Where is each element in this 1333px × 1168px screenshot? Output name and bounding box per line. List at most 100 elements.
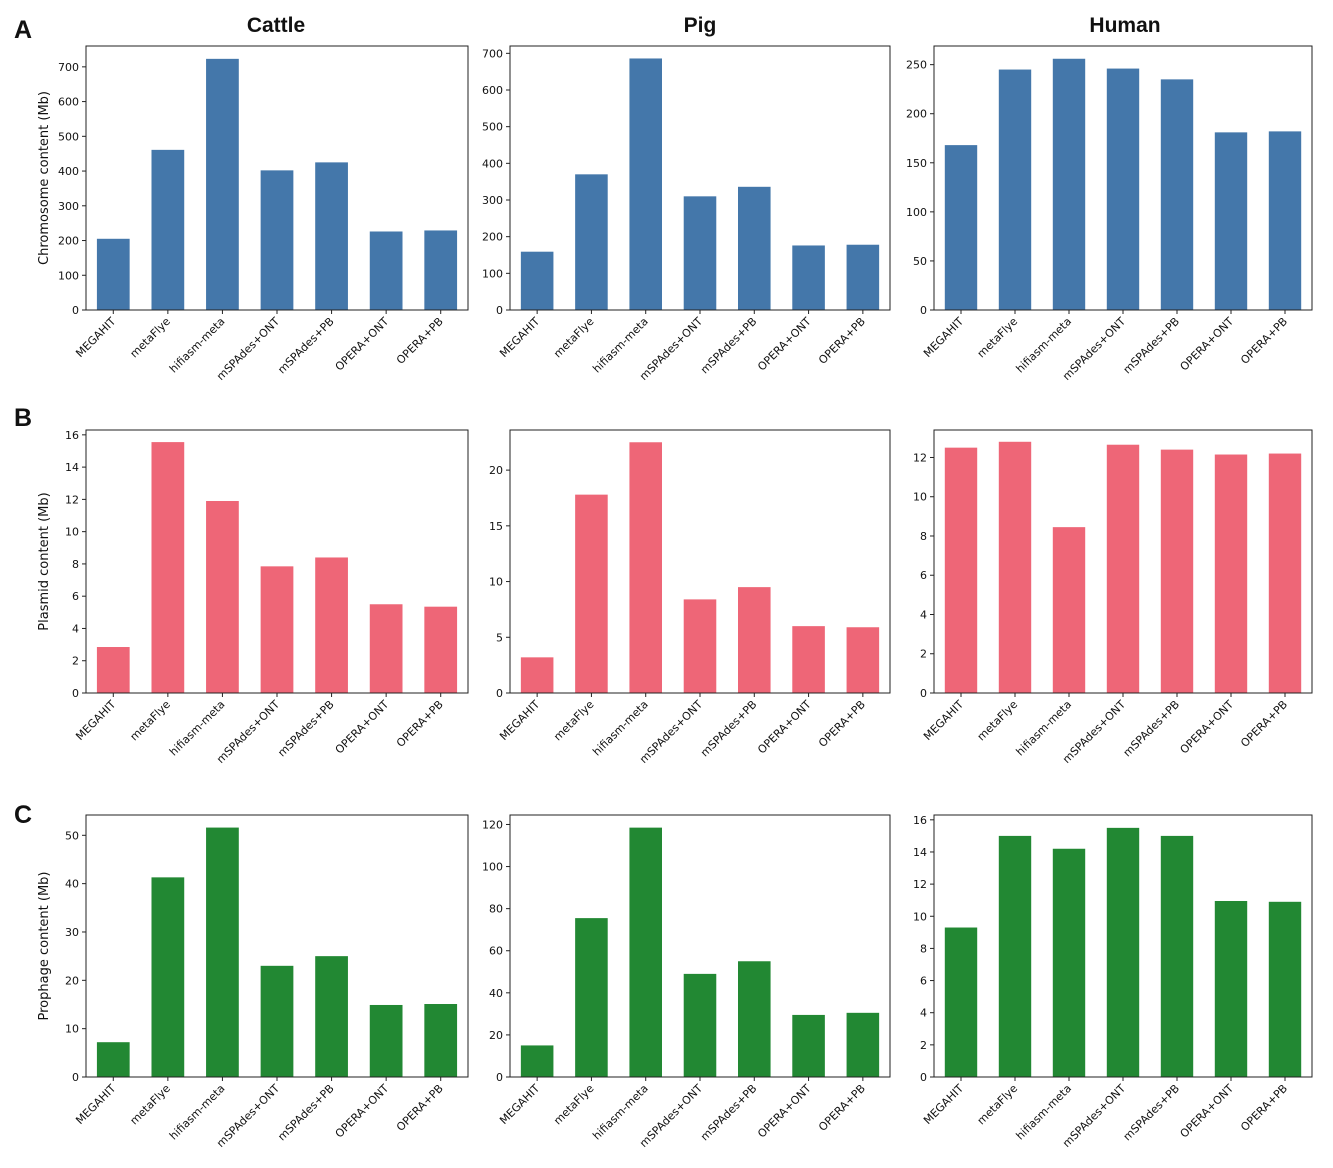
x-tick-label: MEGAHIT (497, 315, 542, 360)
bar-metaflye (151, 149, 185, 310)
bar-hifiasm-meta (1052, 58, 1086, 311)
y-tick-label: 0 (920, 304, 927, 317)
x-tick-label: mSPAdes+PB (275, 315, 336, 376)
x-tick-label: hifiasm-meta (167, 698, 228, 759)
y-tick-label: 6 (920, 569, 927, 582)
x-tick-label: mSPAdes+PB (698, 698, 759, 759)
x-tick-label: metaFlye (975, 1082, 1021, 1128)
y-tick-label: 15 (489, 520, 503, 533)
x-tick-label: mSPAdes+PB (1121, 698, 1182, 759)
bar-metaflye (998, 69, 1032, 310)
y-tick-label: 2 (920, 1039, 927, 1052)
chart-panel-a-human: 0 50 100 150 200 250 MEGAHIT metaFlyehifiasm-me… (906, 45, 1313, 383)
y-tick-label: 200 (906, 108, 927, 121)
y-tick-label: 200 (482, 231, 503, 244)
row-label-a: A (14, 16, 32, 44)
y-tick-label: 120 (482, 818, 503, 831)
bar-opera-pb (1268, 453, 1302, 693)
x-tick-label: MEGAHIT (921, 315, 966, 360)
y-tick-label: 600 (482, 84, 503, 97)
x-tick-label: metaFlye (975, 315, 1021, 361)
bar-metaflye (998, 835, 1032, 1077)
bar-opera-ont (792, 245, 825, 310)
bar-mspades-ont (260, 965, 294, 1077)
x-tick-label: OPERA+PB (816, 315, 868, 367)
x-tick-label: metaFlye (128, 698, 174, 744)
y-tick-label: 30 (65, 926, 79, 939)
y-tick-label: 16 (913, 814, 927, 827)
x-tick-label: mSPAdes+PB (1121, 1082, 1182, 1143)
x-tick-label: hifiasm-meta (590, 315, 651, 376)
y-tick-label: 50 (65, 829, 79, 842)
x-tick-label: OPERA+PB (816, 698, 868, 750)
bar-opera-pb (1268, 131, 1302, 310)
y-tick-label: 100 (58, 269, 79, 282)
chart-panel-b-cattle: 0 2 4 6 8 10 12 14 16 MEGAHIT metaFlyehifiasm-meta… (37, 429, 469, 766)
bar-metaflye (998, 441, 1032, 693)
y-tick-label: 0 (496, 304, 503, 317)
bar-mspades-pb (738, 961, 771, 1077)
x-tick-label: MEGAHIT (921, 698, 966, 743)
y-tick-label: 10 (65, 1023, 79, 1036)
y-axis-label: Chromosome content (Mb) (37, 91, 52, 265)
bar-mspades-ont (1106, 444, 1140, 693)
bar-metaflye (575, 918, 608, 1077)
bar-metaflye (151, 442, 185, 693)
y-tick-label: 16 (65, 429, 79, 442)
x-tick-label: hifiasm-meta (167, 1082, 228, 1143)
x-tick-label: mSPAdes+PB (275, 698, 336, 759)
chart-panel-a-cattle: 0 100 200 300 400 500 600 700 MEGAHIT metaFlyehif… (37, 45, 469, 383)
x-tick-label: hifiasm-meta (1014, 698, 1075, 759)
x-tick-label: OPERA+ONT (333, 698, 392, 757)
x-tick-label: hifiasm-meta (590, 1082, 651, 1143)
x-tick-label: hifiasm-meta (1014, 315, 1075, 376)
y-tick-label: 20 (489, 464, 503, 477)
y-tick-label: 250 (906, 59, 927, 72)
y-tick-label: 8 (920, 942, 927, 955)
bar-megahit (520, 657, 554, 693)
x-tick-label: metaFlye (128, 315, 174, 361)
y-tick-label: 14 (913, 846, 927, 859)
bar-hifiasm-meta (206, 58, 239, 310)
y-tick-label: 0 (72, 687, 79, 700)
x-tick-label: OPERA+ONT (755, 1082, 814, 1141)
y-tick-label: 500 (58, 130, 79, 143)
x-tick-label: OPERA+ONT (1178, 315, 1237, 374)
y-tick-label: 400 (482, 157, 503, 170)
bar-hifiasm-meta (629, 442, 662, 693)
bar-opera-pb (1268, 901, 1302, 1077)
x-tick-label: MEGAHIT (73, 698, 118, 743)
bar-hifiasm-meta (206, 500, 239, 693)
x-tick-label: mSPAdes+PB (275, 1082, 336, 1143)
bar-mspades-pb (1160, 835, 1194, 1077)
bar-opera-pb (424, 606, 458, 693)
bar-mspades-ont (683, 973, 717, 1077)
y-tick-label: 4 (920, 1007, 927, 1020)
y-tick-label: 8 (72, 558, 79, 571)
x-tick-label: OPERA+PB (1238, 698, 1290, 750)
bar-metaflye (575, 494, 608, 693)
row-label-b: B (14, 404, 32, 432)
column-title-human: Human (1089, 14, 1160, 37)
y-tick-label: 600 (58, 96, 79, 109)
y-tick-label: 0 (920, 1071, 927, 1084)
y-tick-label: 12 (913, 451, 927, 464)
bar-hifiasm-meta (206, 827, 239, 1077)
bar-megahit (96, 1042, 130, 1077)
y-tick-label: 40 (65, 878, 79, 891)
x-tick-label: metaFlye (128, 1082, 174, 1128)
y-axis-label: Prophage content (Mb) (37, 872, 52, 1021)
bar-mspades-ont (683, 599, 717, 693)
y-tick-label: 0 (72, 304, 79, 317)
x-tick-label: OPERA+ONT (1178, 698, 1237, 757)
y-tick-label: 100 (482, 861, 503, 874)
chart-panel-c-human: 0 2 4 6 8 10 12 14 16 MEGAHIT metaFlyehifiasm-meta… (913, 814, 1313, 1150)
y-tick-label: 2 (920, 648, 927, 661)
y-tick-label: 6 (72, 590, 79, 603)
y-tick-label: 700 (58, 61, 79, 74)
y-tick-label: 0 (72, 1071, 79, 1084)
bar-opera-ont (369, 1004, 403, 1077)
